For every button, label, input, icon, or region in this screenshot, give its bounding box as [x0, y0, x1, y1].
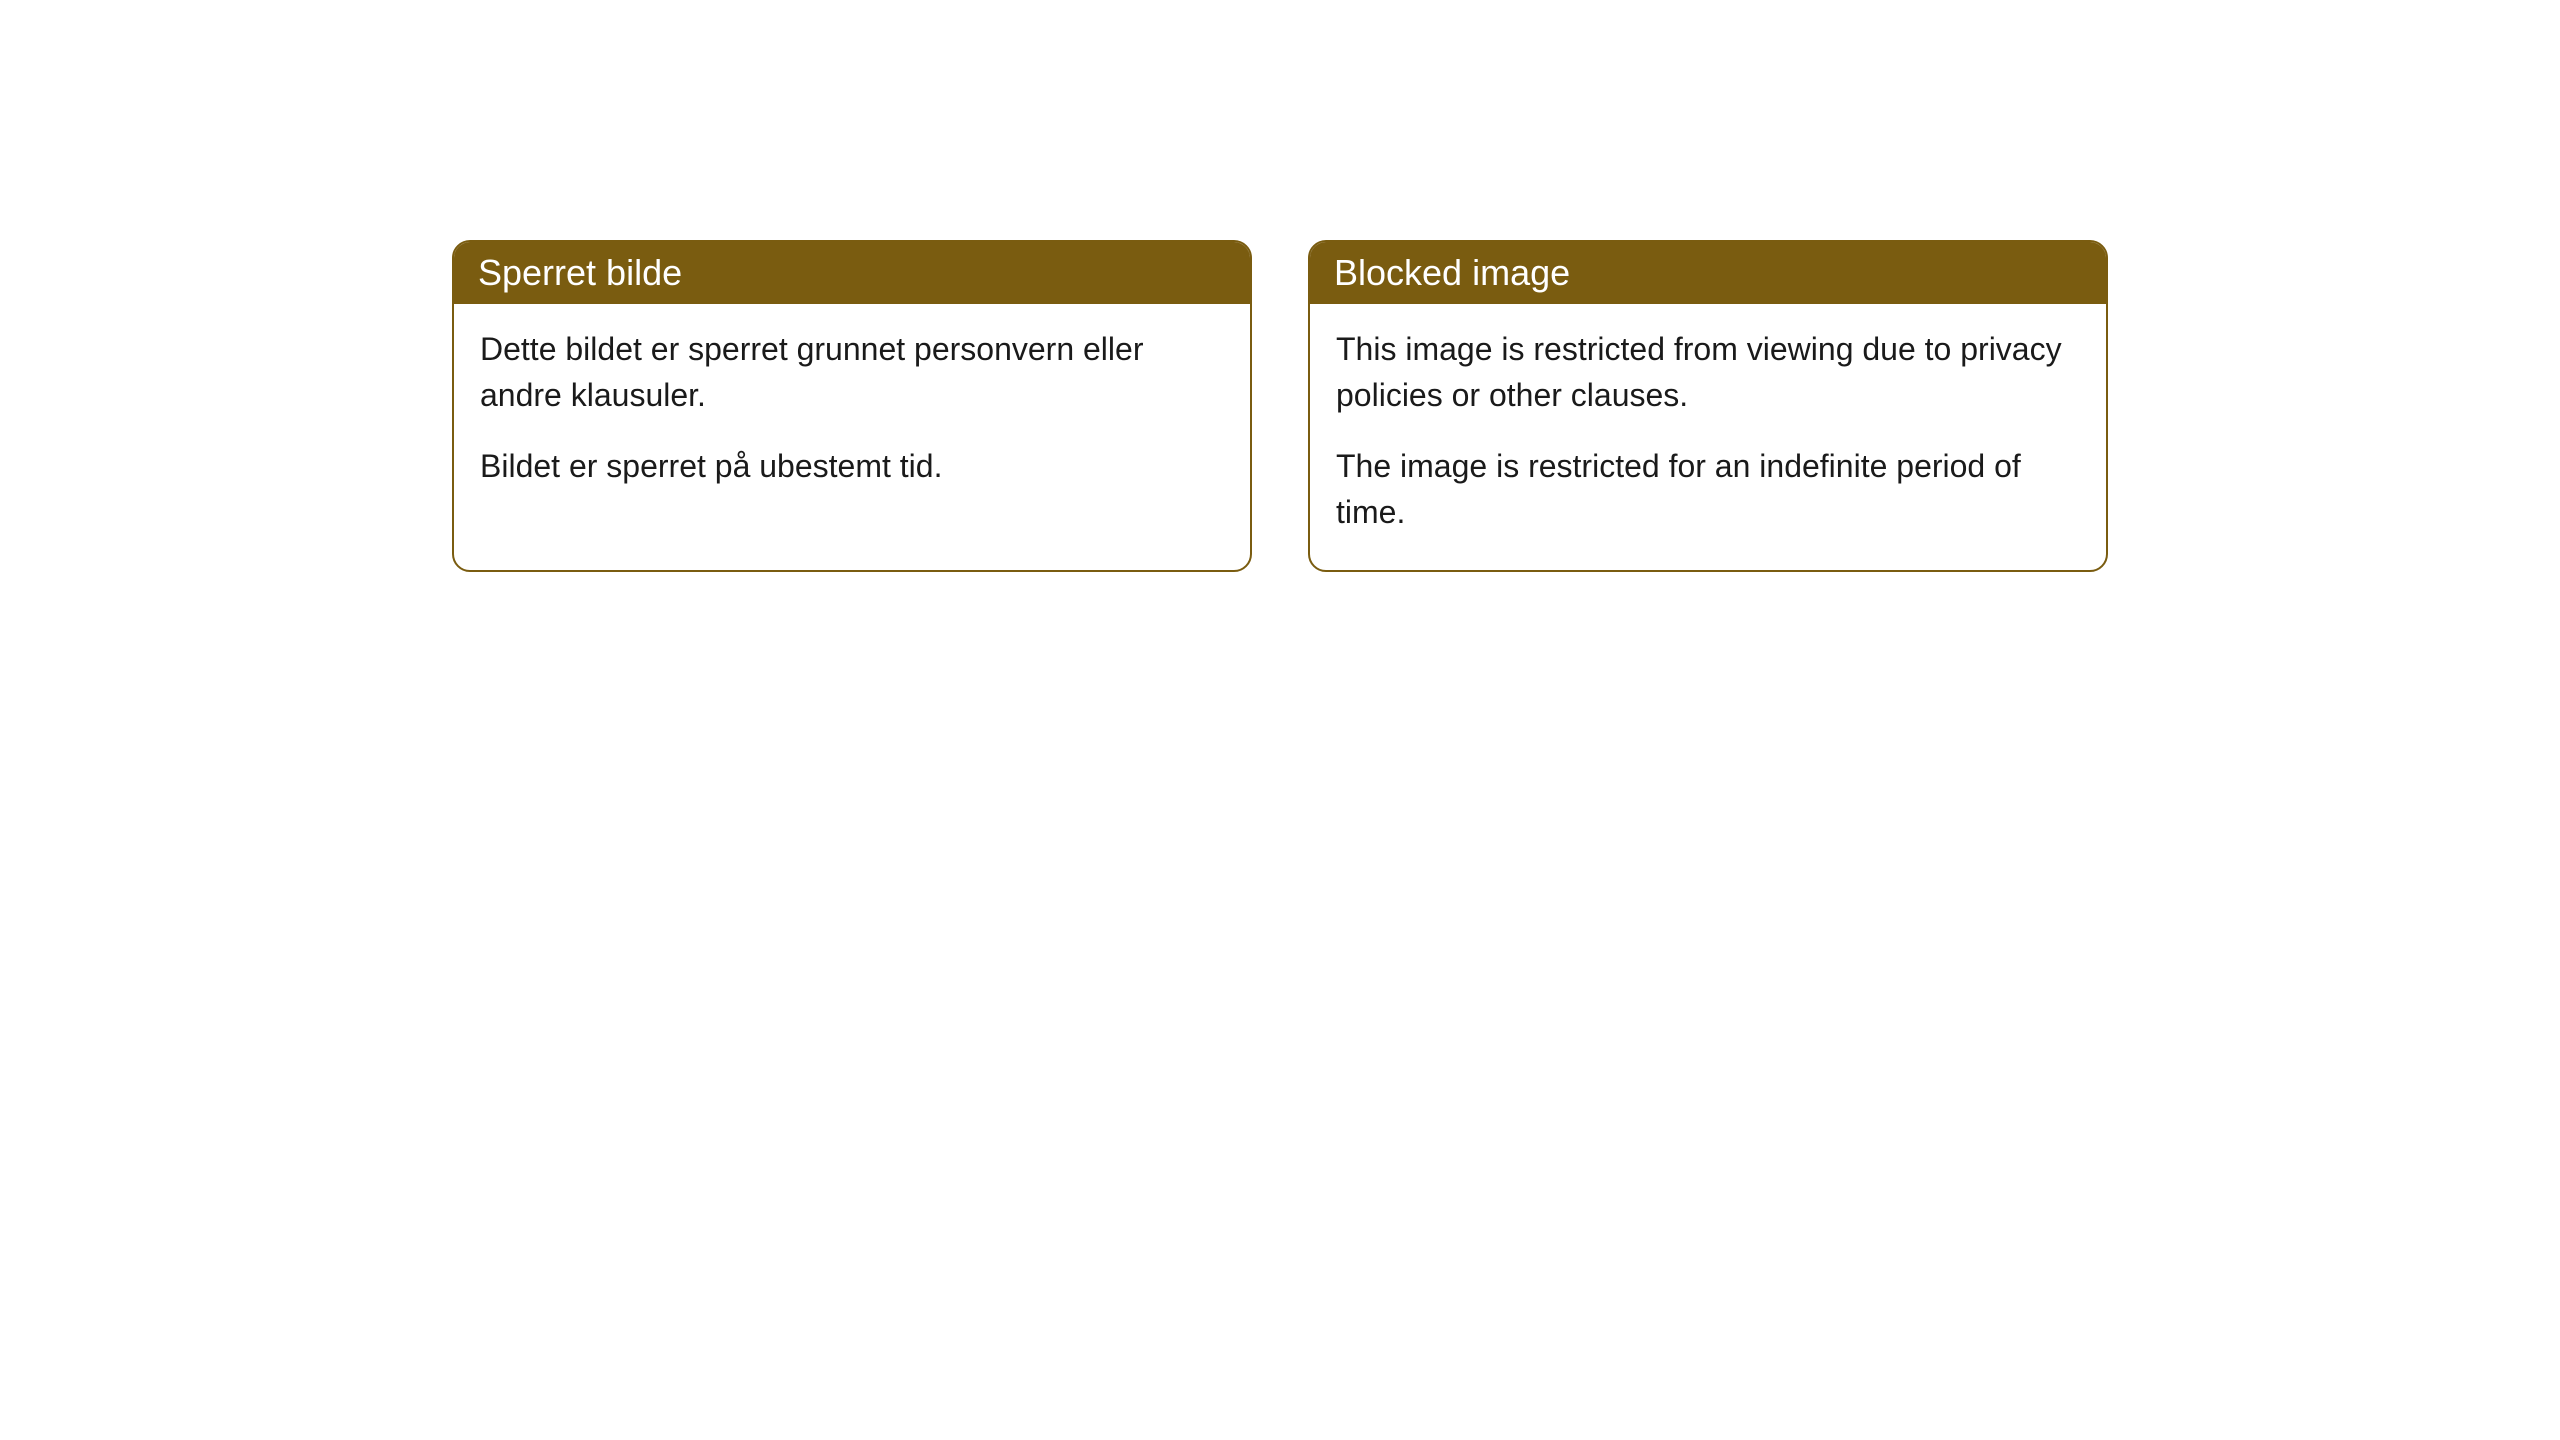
- card-title-english: Blocked image: [1334, 252, 1570, 293]
- card-paragraph-2-norwegian: Bildet er sperret på ubestemt tid.: [480, 443, 1224, 489]
- card-paragraph-1-norwegian: Dette bildet er sperret grunnet personve…: [480, 326, 1224, 419]
- card-body-english: This image is restricted from viewing du…: [1310, 304, 2106, 570]
- notice-container: Sperret bilde Dette bildet er sperret gr…: [452, 240, 2108, 572]
- notice-card-english: Blocked image This image is restricted f…: [1308, 240, 2108, 572]
- card-body-norwegian: Dette bildet er sperret grunnet personve…: [454, 304, 1250, 523]
- card-paragraph-1-english: This image is restricted from viewing du…: [1336, 326, 2080, 419]
- card-paragraph-2-english: The image is restricted for an indefinit…: [1336, 443, 2080, 536]
- card-header-norwegian: Sperret bilde: [454, 242, 1250, 304]
- card-header-english: Blocked image: [1310, 242, 2106, 304]
- notice-card-norwegian: Sperret bilde Dette bildet er sperret gr…: [452, 240, 1252, 572]
- card-title-norwegian: Sperret bilde: [478, 252, 682, 293]
